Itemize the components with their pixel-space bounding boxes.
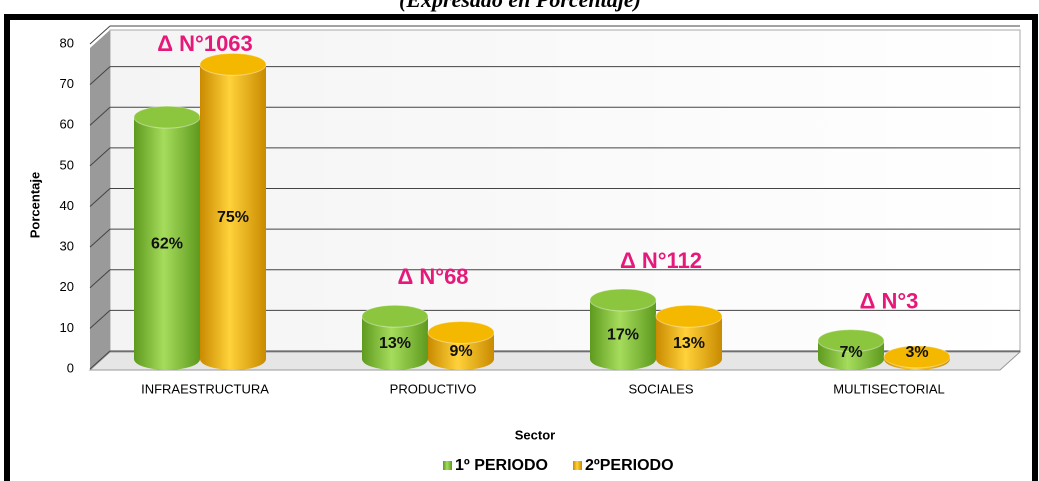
bar-bottom	[362, 348, 428, 370]
data-label: 3%	[905, 344, 928, 361]
grid-line-side	[89, 147, 111, 167]
bar	[134, 117, 200, 359]
y-tick-label: 40	[60, 198, 74, 213]
bar-bottom	[200, 348, 266, 370]
y-axis-label: Porcentaje	[27, 172, 42, 238]
legend-swatch	[443, 461, 452, 470]
x-axis-label: Sector	[515, 427, 555, 442]
bar-top	[817, 329, 885, 353]
x-tick-label: MULTISECTORIAL	[833, 381, 944, 396]
legend-swatch	[573, 461, 582, 470]
bar-top	[133, 105, 201, 129]
bar-bottom	[428, 348, 494, 370]
x-tick-label: INFRAESTRUCTURA	[141, 381, 269, 396]
grid-line-side	[89, 228, 111, 248]
x-tick-label: PRODUCTIVO	[390, 381, 477, 396]
bar-top	[427, 320, 495, 344]
y-tick-label: 50	[60, 157, 74, 172]
legend-label: 2ºPERIODO	[585, 457, 674, 474]
data-label: 62%	[151, 235, 183, 252]
grid-line-side	[89, 350, 111, 370]
bar-bottom	[134, 348, 200, 370]
data-label: 75%	[217, 209, 249, 226]
grid-line-side	[89, 269, 111, 289]
data-label: 9%	[449, 343, 472, 360]
bar-top	[883, 345, 951, 369]
grid-line-side	[89, 25, 111, 45]
grid-line-side	[89, 188, 111, 207]
bar-bottom	[818, 348, 884, 370]
data-label: 7%	[839, 344, 862, 361]
y-tick-label: 80	[60, 35, 74, 50]
bar-top	[589, 288, 657, 312]
data-label: 17%	[607, 327, 639, 344]
bar-bottom	[656, 348, 722, 370]
side-wall	[90, 30, 110, 370]
y-tick-label: 60	[60, 117, 74, 132]
x-tick-label: SOCIALES	[628, 381, 693, 396]
data-label: 13%	[379, 335, 411, 352]
bar-top	[199, 52, 267, 76]
bar	[200, 64, 266, 359]
y-tick-label: 10	[60, 320, 74, 335]
annotation: Δ N°3	[860, 288, 919, 313]
subtitle: (Expresado en Porcentaje)	[399, 0, 641, 12]
data-label: 13%	[673, 335, 705, 352]
annotation: Δ N°112	[620, 248, 702, 273]
bar-bottom	[590, 348, 656, 370]
y-tick-label: 20	[60, 279, 74, 294]
y-tick-label: 0	[67, 360, 74, 375]
y-tick-label: 30	[60, 239, 74, 254]
legend-label: 1º PERIODO	[455, 457, 548, 474]
y-tick-label: 70	[60, 76, 74, 91]
annotation: Δ N°68	[397, 264, 468, 289]
annotation: Δ N°1063	[157, 31, 253, 56]
grid-line-side	[89, 66, 111, 85]
bar-top	[361, 304, 429, 328]
bar-top	[655, 304, 723, 328]
grid-line-side	[89, 106, 111, 126]
grid-line-side	[89, 310, 111, 329]
floor	[88, 351, 1022, 371]
